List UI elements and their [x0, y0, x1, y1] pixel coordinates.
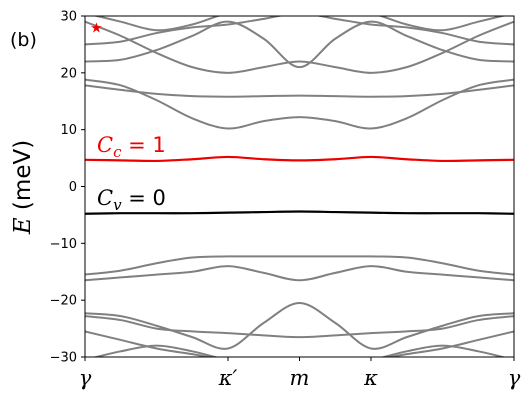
band-line-remote-2: [85, 84, 514, 98]
y-axis-label: E (meV): [10, 140, 36, 235]
y-tick-label: −10: [50, 237, 77, 252]
series-layer: [85, 16, 514, 357]
band-line-remote-7: [85, 255, 514, 276]
x-tick-label: γ: [79, 366, 92, 390]
x-tick-label: κ: [363, 366, 378, 390]
band-line-valence-1: [85, 210, 514, 215]
y-axis-label-var: E: [10, 217, 36, 235]
y-axis-label-unit: (meV): [10, 140, 36, 218]
band-line-remote-8: [85, 265, 514, 282]
band-line-remote-6: [85, 20, 514, 74]
x-tick-label: m: [290, 366, 310, 390]
x-tick-label: γ: [508, 366, 521, 390]
svg-text:E (meV): E (meV): [10, 140, 36, 235]
band-line-remote-4: [85, 20, 514, 69]
star-marker: ★: [90, 20, 103, 36]
band-line-conduction-0: [85, 155, 514, 163]
y-tick-label: −20: [50, 294, 77, 309]
y-tick-label: 10: [60, 123, 77, 138]
band-line-remote-3: [85, 78, 514, 130]
band-line-remote-11: [85, 330, 514, 357]
x-tick-label: κ′: [218, 366, 238, 390]
y-tick-label: −30: [50, 351, 77, 366]
band-line-remote-12: [92, 344, 507, 357]
band-line-remote-9: [85, 302, 514, 350]
annotation-conduction-chern: Cc = 1: [97, 133, 166, 161]
y-tick-label: 0: [69, 180, 77, 195]
band-line-remote-5: [85, 16, 514, 46]
x-axis: γ κ′ m κ γ: [79, 357, 521, 390]
band-line-remote-13: [92, 16, 507, 32]
y-tick-label: 20: [60, 66, 77, 81]
plot-frame: [84, 15, 515, 358]
y-axis: −30 −20 −10 0 10 20 30: [50, 10, 85, 366]
y-tick-label: 30: [60, 10, 77, 25]
panel-label: (b): [10, 29, 37, 51]
band-line-remote-10: [85, 315, 514, 339]
annotation-valence-chern: Cv = 0: [97, 186, 166, 214]
